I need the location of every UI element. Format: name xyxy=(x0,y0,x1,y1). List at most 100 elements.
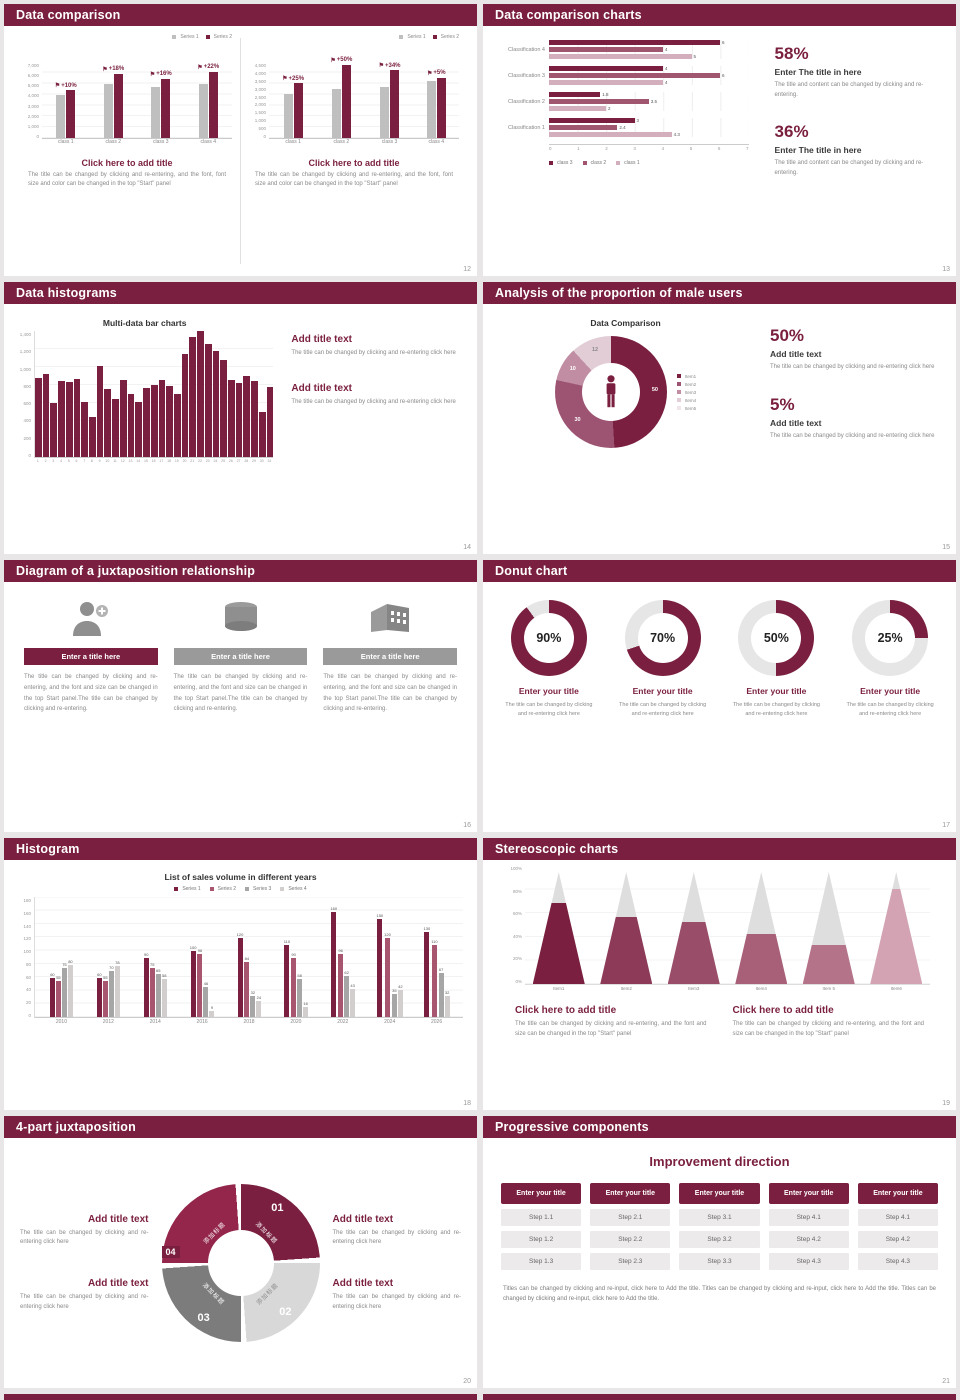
value-label: 150 xyxy=(376,912,384,918)
slide-14-data-histograms[interactable]: Data histograms Multi-data bar charts 1,… xyxy=(4,282,477,554)
stat-title[interactable]: Enter The title in here xyxy=(774,145,862,156)
x-tick-label: class 4 xyxy=(428,139,445,145)
page-number: 15 xyxy=(942,544,950,551)
step-column: Enter your title Step 4.1 Step 4.2 Step 4.3 xyxy=(857,1183,939,1270)
ring-hole xyxy=(207,1230,274,1296)
legend-swatch xyxy=(676,382,681,386)
slide-15-male-users-proportion[interactable]: Analysis of the proportion of male users… xyxy=(483,282,956,554)
donut-title[interactable]: Enter your title xyxy=(860,686,921,696)
donut-title[interactable]: Enter your title xyxy=(746,686,807,696)
stats-panel: 50% Add title text The title can be chan… xyxy=(756,312,944,546)
stat-title[interactable]: Enter The title in here xyxy=(774,67,862,77)
step-item[interactable]: Step 4.3 xyxy=(857,1253,939,1270)
step-item[interactable]: Step 3.1 xyxy=(679,1209,760,1226)
chart-panel-left: Series 1 Series 2 7,000 6,000 5,000 4,000 3,… xyxy=(14,32,240,270)
step-item[interactable]: Step 2.2 xyxy=(590,1231,671,1248)
stat-title[interactable]: Add title text xyxy=(770,417,822,428)
enter-title-button[interactable]: Enter your title xyxy=(679,1183,760,1204)
slide-content: Add title text The title can be changed … xyxy=(4,1138,477,1388)
x-tick-label: 2012 xyxy=(102,1019,114,1025)
stat-block: 50% Add title text The title can be chan… xyxy=(770,326,944,373)
bar-line: 6 xyxy=(549,40,749,45)
step-item[interactable]: Step 3.3 xyxy=(679,1253,760,1270)
slide-17-donut-chart[interactable]: Donut chart 90% Enter your title The title… xyxy=(483,560,956,832)
slide-12-data-comparison[interactable]: Data comparison Series 1 Series 2 7,000 6… xyxy=(4,4,477,276)
value-label: 130 xyxy=(423,925,431,931)
block-title[interactable]: Add title text xyxy=(332,1278,394,1289)
y-tick-label: 1,000 xyxy=(19,366,31,372)
title-bar[interactable]: Enter a title here xyxy=(173,648,308,665)
page-number: 16 xyxy=(463,822,471,829)
slide-13-data-comparison-charts[interactable]: Data comparison charts Classification 4 6… xyxy=(483,4,956,276)
y-tick-label: 0% xyxy=(515,978,522,984)
donut-chart: 70% xyxy=(624,600,701,676)
stat-title[interactable]: Add title text xyxy=(770,349,822,359)
slide-19-stereoscopic-charts[interactable]: Stereoscopic charts 100% 80% 60% 40% 20% 0% I… xyxy=(483,838,956,1110)
step-item[interactable]: Step 1.2 xyxy=(501,1231,582,1248)
bar xyxy=(243,376,251,457)
step-item[interactable]: Step 2.1 xyxy=(590,1209,671,1226)
x-tick-label: 3 xyxy=(633,146,636,151)
step-item[interactable]: Step 1.3 xyxy=(501,1253,582,1270)
block-title[interactable]: Click here to add title xyxy=(732,1005,834,1016)
donut-chart: 50 30 10 12 xyxy=(554,336,667,448)
enter-title-button[interactable]: Enter your title xyxy=(768,1183,849,1204)
slide-16-juxtaposition-diagram[interactable]: Diagram of a juxtaposition relationship … xyxy=(4,560,477,832)
enter-title-button[interactable]: Enter your title xyxy=(590,1183,671,1204)
chart-title: Multi-data bar charts xyxy=(102,318,187,328)
slide-18-histogram[interactable]: Histogram List of sales volume in differ… xyxy=(4,838,477,1110)
slide-21-progressive-components[interactable]: Progressive components Improvement direc… xyxy=(483,1116,956,1388)
title-bar[interactable]: Enter a title here xyxy=(24,648,158,665)
flag-icon: ⚑ xyxy=(282,76,288,83)
step-item[interactable]: Step 4.1 xyxy=(768,1209,849,1226)
legend-item: Series 1 xyxy=(174,886,201,892)
bar xyxy=(344,976,350,1017)
title-bar[interactable]: Enter a title here xyxy=(323,648,458,665)
step-item[interactable]: Step 4.2 xyxy=(857,1231,939,1248)
enter-title-button[interactable]: Enter your title xyxy=(501,1183,582,1204)
value-label: 9 xyxy=(210,1005,214,1011)
bar xyxy=(549,106,606,111)
chart-caption[interactable]: Click here to add title xyxy=(81,158,173,168)
s19-y-axis: 100% 80% 60% 40% 20% 0% xyxy=(501,866,525,984)
step-item[interactable]: Step 4.3 xyxy=(768,1253,849,1270)
bar-wrap: 70 xyxy=(108,965,114,1017)
bar xyxy=(291,958,297,1017)
step-item[interactable]: Step 4.2 xyxy=(768,1231,849,1248)
page-number: 20 xyxy=(463,1378,471,1385)
block-title[interactable]: Click here to add title xyxy=(515,1005,617,1016)
bars xyxy=(331,64,351,138)
step-item[interactable]: Step 2.3 xyxy=(590,1253,671,1270)
right-text-column: Add title text The title can be changed … xyxy=(333,1214,462,1312)
bar xyxy=(385,938,391,1017)
bar-wrap: 32 xyxy=(444,990,450,1017)
chart-caption[interactable]: Click here to add title xyxy=(308,158,400,168)
chart-legend: class 3 class 2 class 1 xyxy=(549,160,749,166)
legend-item: Series 3 xyxy=(245,886,271,892)
pyramid-fill xyxy=(735,933,788,984)
x-tick-label: 17 xyxy=(159,459,164,463)
icon-box xyxy=(323,594,457,642)
bar-wrap: 16 xyxy=(303,1001,309,1017)
stat-description: The title can be changed by clicking and… xyxy=(770,432,935,439)
bar xyxy=(436,77,446,138)
step-item[interactable]: Step 3.2 xyxy=(679,1231,760,1248)
block-title[interactable]: Add title text xyxy=(291,334,352,345)
block-title[interactable]: Add title text xyxy=(87,1213,149,1225)
enter-title-button[interactable]: Enter your title xyxy=(857,1183,939,1204)
donut-title[interactable]: Enter your title xyxy=(632,686,693,696)
y-tick-label: 80% xyxy=(512,888,522,894)
step-item[interactable]: Step 4.1 xyxy=(857,1209,939,1226)
slide-20-4-part-juxtaposition[interactable]: 4-part juxtaposition Add title text The … xyxy=(4,1116,477,1388)
pyramid xyxy=(735,872,788,984)
bars xyxy=(426,77,446,138)
block-title[interactable]: Add title text xyxy=(332,1213,394,1225)
value-label: 60 xyxy=(97,971,102,977)
segment-label: 30 xyxy=(574,416,581,423)
block-title[interactable]: Add title text xyxy=(87,1278,149,1289)
donut-title[interactable]: Enter your title xyxy=(518,686,579,696)
bar-line: 3.5 xyxy=(549,99,749,104)
block-title[interactable]: Add title text xyxy=(291,382,352,394)
bar-line: 4 xyxy=(549,80,749,85)
step-item[interactable]: Step 1.1 xyxy=(501,1209,582,1226)
